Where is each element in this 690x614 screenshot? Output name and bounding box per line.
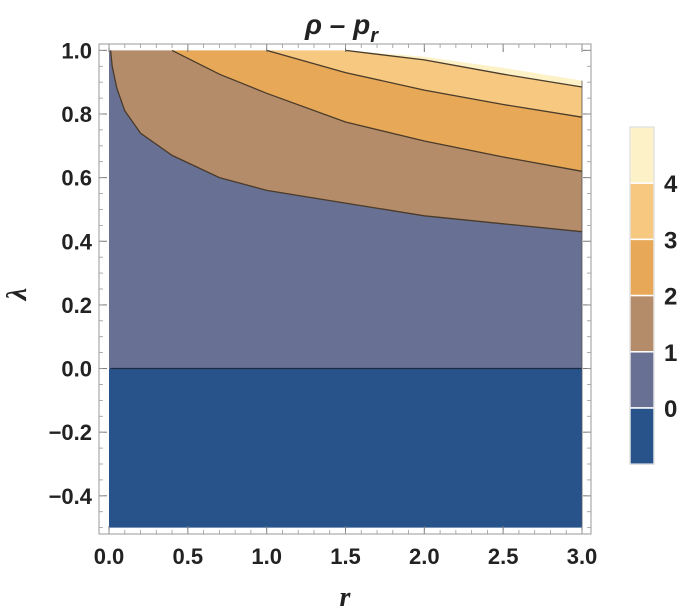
x-tick-label: 3.0: [567, 544, 598, 569]
contour-bands: [109, 50, 582, 528]
band-2-3: [172, 50, 582, 172]
plot-area: [98, 43, 592, 535]
band-below-0: [109, 368, 582, 528]
y-tick-label: 0.8: [61, 102, 92, 127]
legend-label: 2: [664, 284, 677, 311]
y-tick-label: 0.0: [61, 357, 92, 382]
x-tick-label: 0.0: [94, 544, 125, 569]
legend-label: 1: [664, 340, 677, 367]
contour-line-2: [171, 49, 583, 172]
band-0-1: [109, 50, 582, 369]
legend-label: 0: [664, 396, 677, 423]
legend-swatch: [629, 126, 655, 184]
x-tick-label: 2.0: [409, 544, 440, 569]
x-tick-label: 2.5: [488, 544, 519, 569]
svg-text:ρ – pr: ρ – pr: [304, 9, 379, 47]
legend-swatch: [629, 182, 655, 241]
y-tick-label: 0.6: [61, 166, 92, 191]
legend-label: 3: [664, 227, 677, 254]
legend-swatch: [629, 407, 655, 465]
y-tick-label: −0.4: [49, 484, 93, 509]
legend-swatch: [629, 238, 655, 297]
legend-swatch: [629, 294, 655, 353]
y-axis-ticks: −0.4 −0.2 0.0 0.2 0.4 0.6 0.8 1.0: [49, 38, 591, 529]
legend-label: 4: [664, 171, 678, 198]
x-tick-label: 1.5: [330, 544, 361, 569]
legend-frame: [629, 126, 655, 465]
band-3-4: [266, 50, 582, 118]
y-axis-label: λ: [2, 288, 33, 301]
x-tick-label: 0.5: [173, 544, 204, 569]
contour-line-1: [109, 50, 583, 233]
contour-lines: [109, 49, 583, 528]
y-tick-label: 1.0: [61, 38, 92, 63]
contour-line-3: [266, 49, 583, 118]
chart-title: ρ – pr: [304, 9, 379, 47]
legend-swatch: [629, 351, 655, 409]
legend: 4 3 2 1 0: [629, 126, 678, 465]
x-axis-ticks: 0.0 0.5 1.0 1.5 2.0 2.5 3.0: [94, 44, 598, 569]
x-tick-label: 1.0: [251, 544, 282, 569]
y-tick-label: 0.2: [61, 293, 92, 318]
band-1-2: [110, 50, 582, 232]
y-tick-label: 0.4: [61, 229, 92, 254]
y-tick-label: −0.2: [49, 420, 92, 445]
x-axis-label: r: [340, 582, 352, 613]
contour-line-4: [345, 49, 583, 88]
chart-title-base: ρ – p: [304, 9, 370, 40]
chart-title-subscript: r: [370, 25, 379, 47]
